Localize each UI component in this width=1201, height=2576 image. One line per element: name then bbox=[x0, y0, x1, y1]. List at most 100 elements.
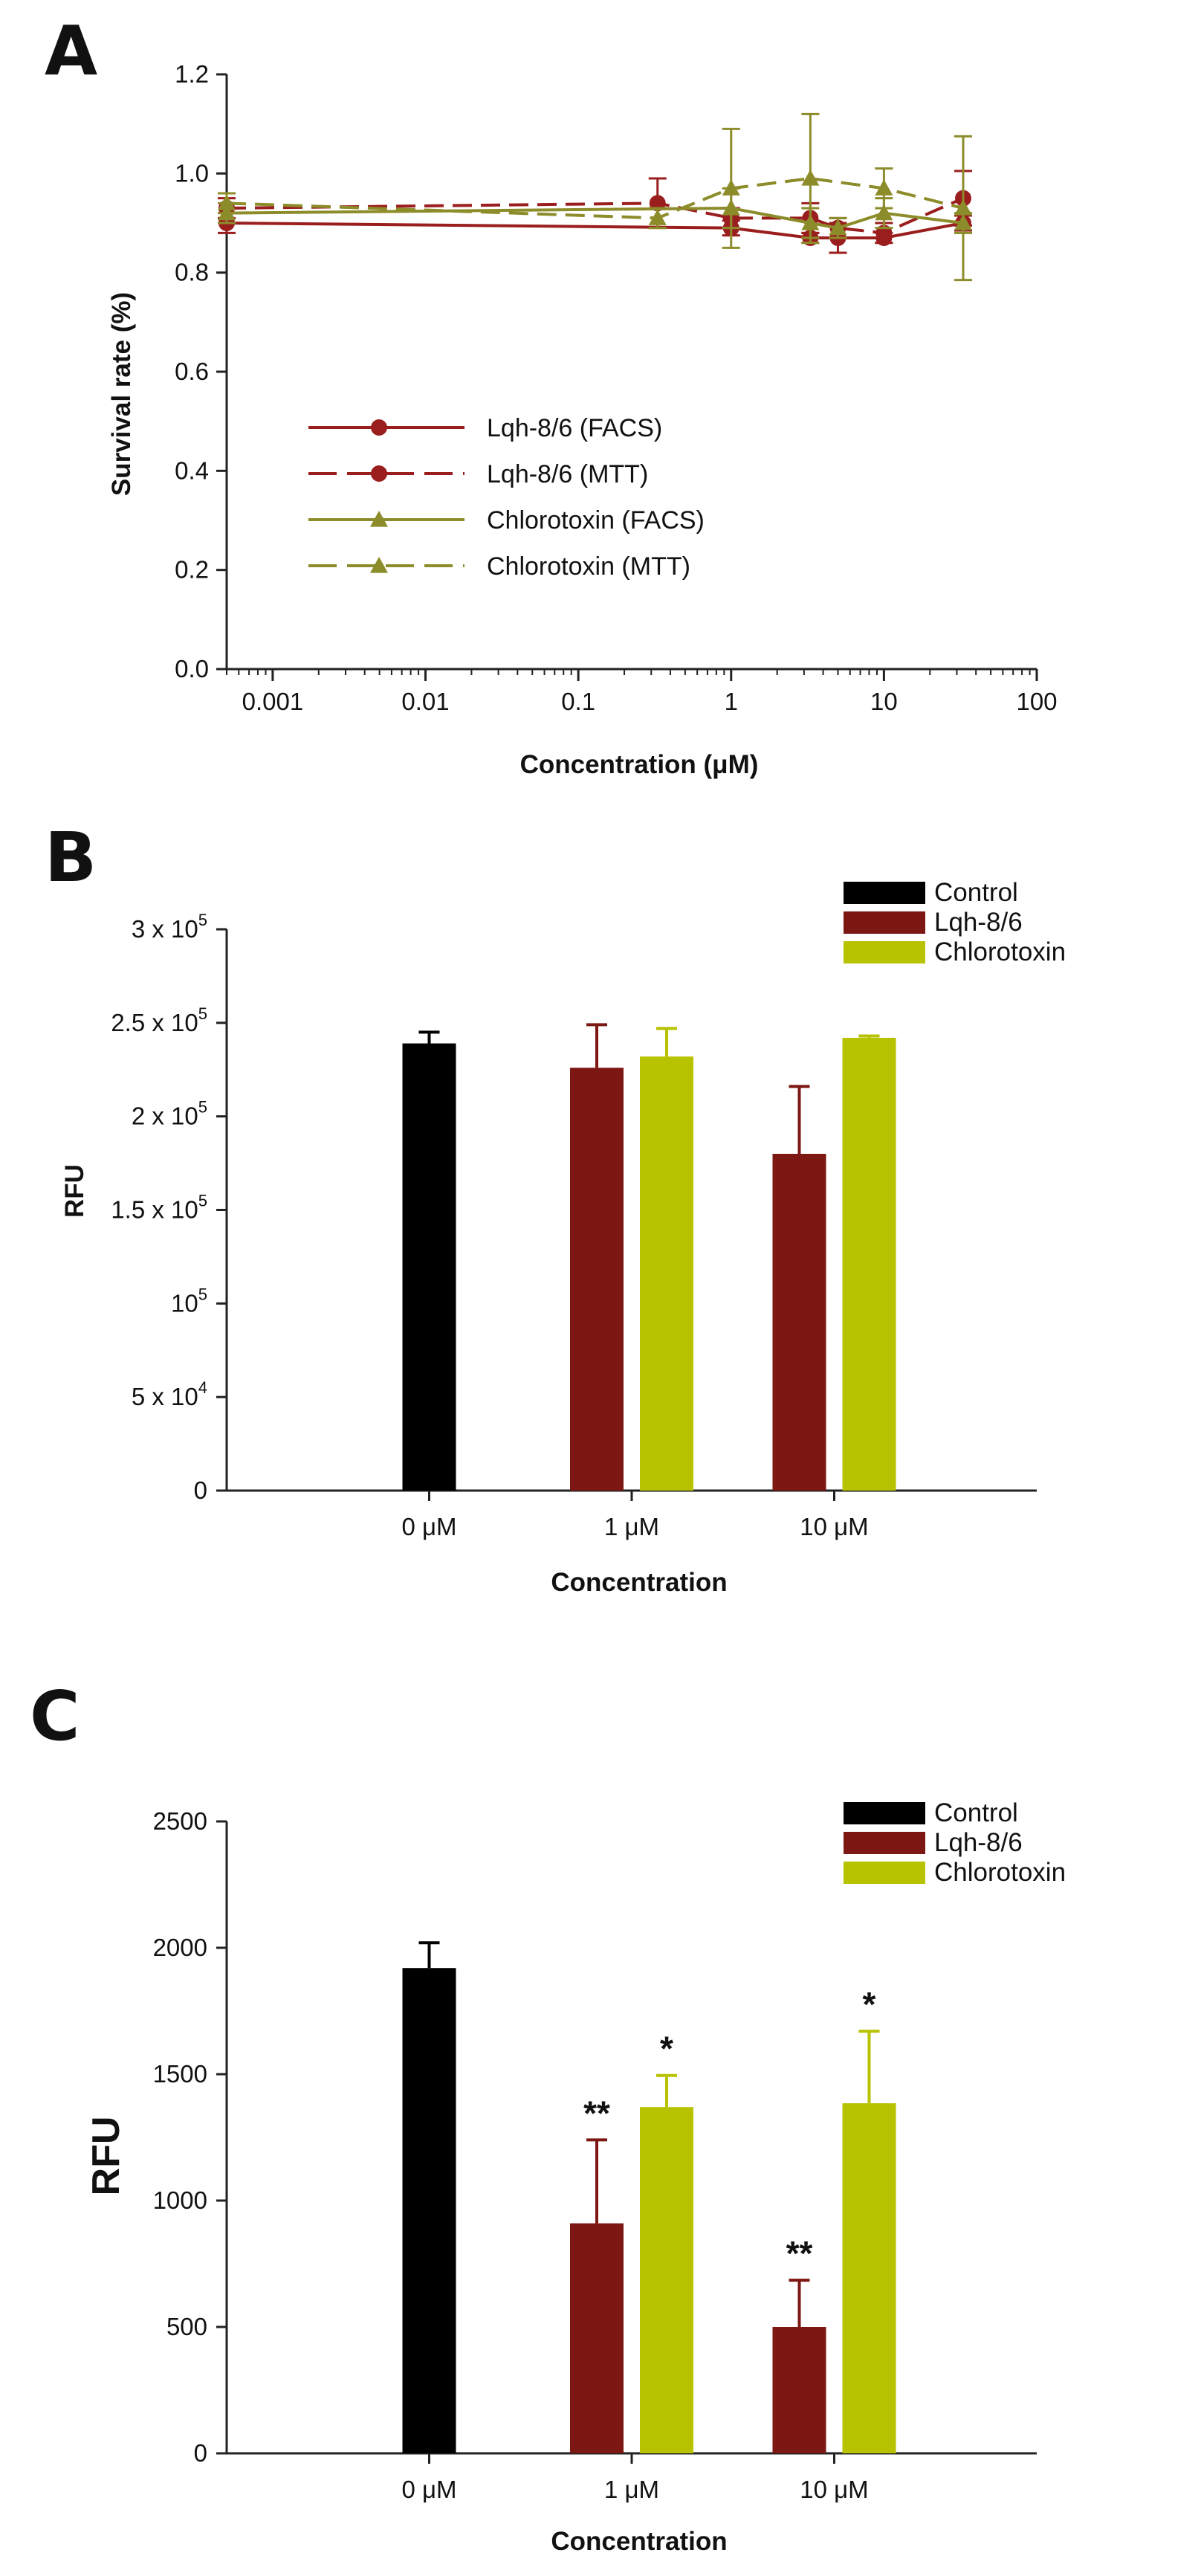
panel-a-x-tick-label: 0.01 bbox=[401, 688, 449, 715]
panel-a-data-point bbox=[801, 170, 820, 186]
panel-a-y-tick-label: 0.8 bbox=[175, 259, 209, 286]
panel-c-y-tick-label: 1000 bbox=[153, 2186, 207, 2214]
panel-b-bar bbox=[402, 1043, 456, 1491]
panel-a-x-tick-label: 0.001 bbox=[242, 688, 304, 715]
panel-a-x-tick-label: 1 bbox=[725, 688, 738, 715]
panel-b-y-tick-exp: 5 bbox=[198, 1192, 207, 1210]
panel-c-y-tick-base: 0 bbox=[194, 2439, 207, 2467]
panel-a-x-tick-label: 100 bbox=[1016, 688, 1057, 715]
panel-c-y-tick-base: 2000 bbox=[153, 1934, 207, 1961]
panel-b-y-tick-label: 5 x 104 bbox=[132, 1378, 207, 1410]
panel-c-y-axis-label: RFU bbox=[85, 2117, 128, 2196]
panel-a-series-line bbox=[226, 176, 964, 220]
panel-a-y-tick-label: 0.4 bbox=[175, 456, 209, 484]
panel-a-data-point bbox=[875, 179, 893, 196]
panel-b-y-tick-base: 0 bbox=[194, 1476, 207, 1504]
panel-c-bar bbox=[570, 2223, 624, 2453]
panel-b-y-tick-label: 3 x 105 bbox=[132, 911, 207, 943]
panel-c-y-tick-base: 1500 bbox=[153, 2060, 207, 2088]
panel-c-y-tick-base: 2500 bbox=[153, 1807, 207, 1835]
panel-c-x-tick-label: 0 μM bbox=[401, 2476, 456, 2503]
panel-b-x-axis-label: Concentration bbox=[551, 1568, 727, 1597]
panel-b-y-tick-base: 5 x 10 bbox=[132, 1383, 198, 1410]
panel-b-y-tick-base: 2 x 10 bbox=[132, 1103, 198, 1130]
panel-b-bar bbox=[842, 1037, 896, 1491]
panel-a-series-3 bbox=[218, 112, 972, 282]
panel-b-y-tick-exp: 5 bbox=[198, 1098, 207, 1117]
panel-c: C RFU Concentration ControlLqh-8/6Chloro… bbox=[30, 1676, 1066, 2556]
panel-c-significance-marker: ** bbox=[786, 2234, 813, 2273]
panel-c-legend-swatch bbox=[844, 1832, 925, 1854]
panel-b-letter: B bbox=[45, 818, 97, 897]
panel-b-y-tick-label: 1.5 x 105 bbox=[111, 1192, 207, 1224]
panel-b-y-tick-exp: 5 bbox=[198, 1004, 207, 1023]
panel-a-data-point bbox=[875, 204, 893, 221]
panel-c-bar bbox=[402, 1968, 456, 2453]
panel-c-significance-marker: * bbox=[660, 2030, 673, 2068]
panel-a-data-point bbox=[829, 219, 847, 236]
panel-b-y-tick-label: 2.5 x 105 bbox=[111, 1004, 207, 1036]
panel-b-bar bbox=[570, 1068, 624, 1491]
panel-b: B RFU Concentration ControlLqh-8/6Chloro… bbox=[45, 818, 1066, 1597]
panel-a-legend-marker bbox=[371, 465, 387, 482]
panel-c-x-axis-label: Concentration bbox=[551, 2527, 727, 2556]
panel-c-y-tick-base: 500 bbox=[166, 2313, 207, 2340]
panel-a-legend: Lqh-8/6 (FACS) Lqh-8/6 (MTT) Chlorotoxin (… bbox=[308, 414, 705, 581]
panel-a-legend-marker bbox=[371, 419, 387, 436]
panel-a-legend-label: Lqh-8/6 (MTT) bbox=[487, 460, 648, 488]
panel-c-legend-label: Chlorotoxin bbox=[934, 1858, 1066, 1887]
panel-a-y-tick-label: 1.0 bbox=[175, 159, 209, 187]
panel-b-y-tick-base: 3 x 10 bbox=[132, 915, 198, 943]
panel-b-x-tick-label: 1 μM bbox=[604, 1513, 659, 1540]
panel-b-legend-label: Lqh-8/6 bbox=[934, 908, 1023, 937]
panel-c-legend-label: Control bbox=[934, 1798, 1018, 1827]
panel-c-x-tick-label: 1 μM bbox=[604, 2476, 659, 2503]
panel-a-series-line bbox=[226, 206, 964, 230]
panel-b-bar bbox=[772, 1154, 826, 1491]
panel-a-series-1 bbox=[218, 170, 972, 245]
panel-c-y-tick-label: 0 bbox=[194, 2439, 207, 2467]
panel-c-x-tick-label: 10 μM bbox=[800, 2476, 868, 2503]
panel-a-data-point bbox=[954, 199, 972, 216]
panel-a-y-tick-label: 1.2 bbox=[175, 60, 209, 88]
panel-b-legend-swatch bbox=[844, 882, 925, 904]
panel-c-y-tick-label: 500 bbox=[166, 2313, 207, 2340]
panel-a-series-line bbox=[226, 222, 964, 239]
panel-b-y-tick-exp: 5 bbox=[198, 1285, 207, 1303]
panel-a: A Survival rate (%) Concentration (μM) L… bbox=[45, 11, 1058, 779]
panel-a-data-point bbox=[722, 179, 740, 196]
panel-b-y-tick-base: 2.5 x 10 bbox=[111, 1009, 198, 1036]
panel-c-bar bbox=[772, 2327, 826, 2453]
panel-c-legend-swatch bbox=[844, 1802, 925, 1824]
panel-a-series-0 bbox=[218, 212, 972, 254]
panel-c-y-tick-label: 2000 bbox=[153, 1934, 207, 1961]
panel-a-x-axis-label: Concentration (μM) bbox=[520, 750, 759, 779]
panel-b-legend-swatch bbox=[844, 941, 925, 963]
panel-c-bar bbox=[842, 2103, 896, 2453]
panel-a-data-point bbox=[648, 209, 667, 225]
panel-a-letter: A bbox=[45, 11, 97, 91]
panel-b-x-tick-label: 0 μM bbox=[401, 1513, 456, 1540]
panel-a-legend-label: Chlorotoxin (FACS) bbox=[487, 506, 705, 535]
panel-c-letter: C bbox=[30, 1676, 80, 1756]
panel-c-legend-label: Lqh-8/6 bbox=[934, 1828, 1023, 1857]
panel-c-significance-marker: ** bbox=[583, 2094, 610, 2132]
panel-b-y-axis-label: RFU bbox=[60, 1164, 89, 1218]
panel-b-y-tick-label: 105 bbox=[171, 1285, 207, 1317]
panel-c-y-tick-base: 1000 bbox=[153, 2186, 207, 2214]
panel-c-y-tick-label: 1500 bbox=[153, 2060, 207, 2088]
panel-a-y-tick-label: 0.0 bbox=[175, 655, 209, 682]
panel-b-y-tick-label: 2 x 105 bbox=[132, 1098, 207, 1130]
panel-a-legend-label: Chlorotoxin (MTT) bbox=[487, 552, 690, 581]
panel-c-significance-marker: * bbox=[863, 1985, 876, 2024]
panel-a-legend-label: Lqh-8/6 (FACS) bbox=[487, 414, 662, 442]
panel-a-legend-marker bbox=[370, 557, 388, 573]
panel-a-y-tick-label: 0.2 bbox=[175, 556, 209, 584]
panel-a-y-tick-label: 0.6 bbox=[175, 358, 209, 385]
panel-c-y-tick-label: 2500 bbox=[153, 1807, 207, 1835]
panel-b-legend-label: Chlorotoxin bbox=[934, 937, 1066, 966]
panel-a-legend-marker bbox=[370, 511, 388, 527]
panel-a-x-tick-label: 10 bbox=[870, 688, 898, 715]
